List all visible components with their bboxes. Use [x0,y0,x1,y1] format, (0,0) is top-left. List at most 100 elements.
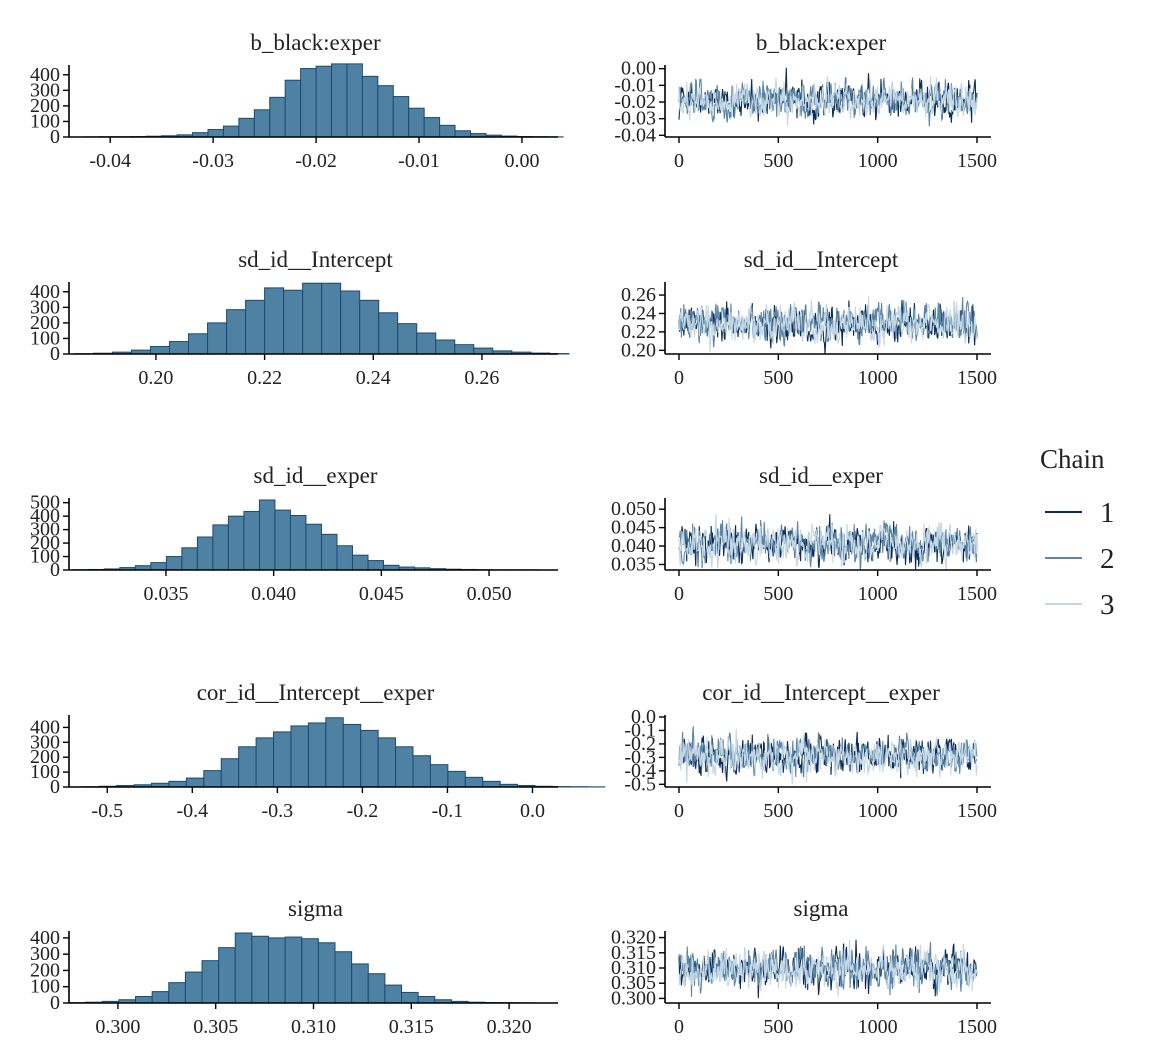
histogram-bar [325,717,344,788]
histogram-bar [392,96,410,138]
histogram-bar [317,942,336,1004]
histogram-bar [255,737,275,788]
histogram-bar [150,346,171,355]
histogram-bar [340,290,361,355]
histogram-bar [218,947,236,1004]
y-tick-label: 0 [50,559,60,581]
y-tick-label: 200 [30,95,60,117]
x-tick-label: -0.02 [295,150,337,172]
y-tick-label: 300 [30,296,60,318]
histogram-bar [207,322,228,355]
histogram-bar [331,63,348,138]
trace-panel-4: sigma 0 500 1000 1500 0.3000.3050.3100.3150.3… [611,896,997,1038]
histogram-bar [196,536,214,571]
x-tick-label: 1500 [957,150,997,172]
histogram-bar [395,746,414,788]
panel-title: cor_id__Intercept__exper [197,680,435,705]
histogram-bar [253,109,271,138]
x-tick-label: 0.035 [143,583,188,605]
histogram-bar [334,951,353,1004]
y-tick-label: 0.0 [631,706,656,728]
x-tick-label: 1500 [957,1016,997,1038]
y-tick-label: 0.040 [611,535,656,557]
x-tick-label: -0.04 [89,150,131,172]
panel-title: b_black:exper [250,30,381,55]
panel-title: sd_id__Intercept [744,247,899,272]
y-tick-label: 0.035 [611,553,656,575]
y-tick-label: 0 [50,126,60,148]
x-tick-label: 1000 [858,150,898,172]
y-tick-label: 0.320 [611,927,656,949]
histogram-bar [274,509,291,571]
histogram-bar [169,341,190,355]
histogram-bar [377,737,397,788]
x-tick-label: 0.24 [356,367,391,389]
histogram-bar [245,299,266,355]
y-tick-label: 400 [30,281,60,303]
y-tick-label: 300 [30,943,60,965]
histogram-bar [284,79,302,138]
x-tick-label: 0 [674,150,684,172]
histogram-bar [251,935,270,1004]
histogram-bar [226,309,247,355]
histogram-bar [301,938,319,1004]
histogram-bar [315,65,333,138]
y-tick-label: 0.045 [611,517,656,539]
y-tick-label: 0.310 [611,957,656,979]
y-tick-label: 100 [30,761,60,783]
chain-3-trace [678,939,978,997]
histogram-bar [384,984,403,1004]
histogram-bar [454,130,471,138]
panel-title: cor_id__Intercept__exper [702,680,940,705]
histogram-bar [482,780,501,788]
histogram-bar [377,85,394,138]
histogram-bar [269,96,286,138]
histogram-bar [321,282,342,355]
histogram-bar [351,554,369,571]
y-tick-label: 0.24 [621,302,656,324]
histogram-panel-4: sigma 0.300 0.305 0.310 0.315 0.320 0100200300… [30,896,558,1038]
histogram-bar [238,117,255,138]
panel-title: sd_id__Intercept [238,247,393,272]
y-tick-label: 100 [30,976,60,998]
x-tick-label: 500 [763,150,793,172]
y-tick-label: 0.26 [621,284,656,306]
y-tick-label: -0.01 [614,74,656,96]
chain-3-trace [678,729,978,785]
trace-panel-1: sd_id__Intercept 0 500 1000 1500 0.200.220.24… [621,247,997,389]
y-tick-label: 200 [30,746,60,768]
x-tick-label: 0.305 [193,1016,238,1038]
histogram-bar [447,770,466,788]
x-tick-label: 0.20 [138,367,173,389]
y-tick-label: -0.5 [624,773,656,795]
y-tick-label: 500 [30,492,60,514]
histogram-bar [401,991,419,1004]
x-tick-label: 1500 [957,583,997,605]
y-tick-label: 0.300 [611,987,656,1009]
x-tick-label: 0.315 [389,1016,434,1038]
histogram-bar [361,75,379,138]
x-tick-label: 0.050 [467,583,512,605]
y-tick-label: -0.02 [614,91,656,113]
y-tick-label: 300 [30,519,60,541]
legend-label-chain-2: 2 [1100,543,1115,575]
x-tick-label: 1500 [957,367,997,389]
chain-3-trace [678,296,978,353]
histogram-bar [412,755,431,788]
histogram-bar [336,545,353,571]
histogram-bar [165,556,183,571]
histogram-bar [151,991,170,1004]
x-tick-label: 1000 [858,367,898,389]
y-tick-label: 0 [50,343,60,365]
legend-title: Chain [1040,444,1105,474]
x-tick-label: 500 [763,367,793,389]
chain-3-trace [678,514,978,571]
histogram-bar [378,312,399,355]
x-tick-label: 0 [674,367,684,389]
y-tick-label: -0.4 [624,760,656,782]
y-tick-label: 400 [30,64,60,86]
x-tick-label: 0.22 [247,367,282,389]
y-tick-label: 400 [30,927,60,949]
